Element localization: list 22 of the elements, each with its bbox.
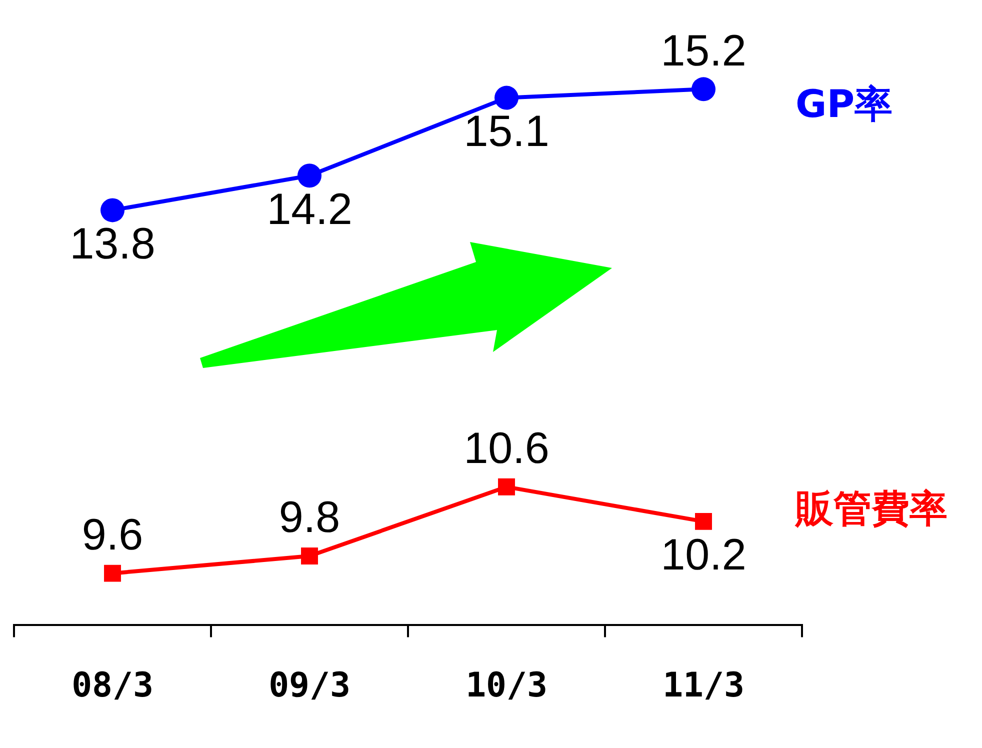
x-tick-label: 10/3	[466, 665, 548, 706]
data-label: 14.2	[266, 184, 352, 234]
point	[695, 512, 712, 530]
point	[100, 198, 124, 222]
point	[301, 548, 318, 565]
data-label: 10.6	[464, 424, 550, 474]
point	[498, 478, 515, 496]
data-label: 15.2	[660, 26, 746, 76]
data-label: 13.8	[70, 219, 156, 268]
point	[692, 77, 716, 102]
x-tick-label: 08/3	[72, 665, 154, 706]
x-tick-label: 11/3	[662, 665, 744, 706]
point	[494, 86, 518, 110]
data-label: 9.6	[82, 510, 144, 560]
text: 販管費率	[794, 486, 948, 530]
text: GP率	[796, 82, 893, 126]
data-label: 10.2	[660, 530, 746, 580]
data-label: 9.8	[278, 493, 340, 542]
point	[104, 564, 121, 582]
data-label: 15.1	[464, 106, 550, 156]
x-tick-label: 09/3	[268, 665, 350, 706]
point	[298, 164, 322, 188]
